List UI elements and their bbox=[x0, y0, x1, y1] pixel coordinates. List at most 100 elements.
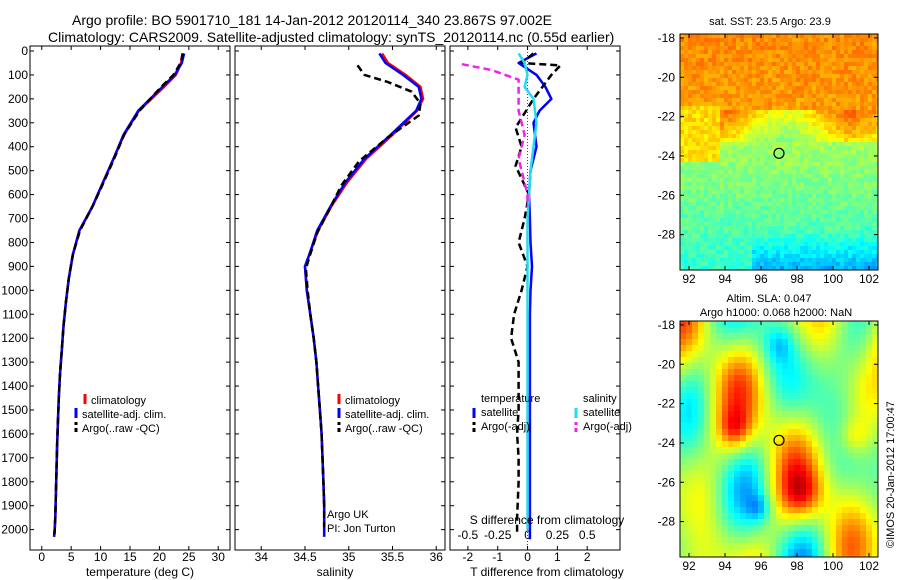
map-cell bbox=[872, 399, 878, 406]
map-cell bbox=[752, 206, 757, 211]
map-cell bbox=[710, 513, 717, 520]
map-cell bbox=[812, 226, 817, 231]
map-cell bbox=[852, 54, 857, 59]
map-cell bbox=[792, 106, 797, 111]
map-cell bbox=[780, 230, 785, 235]
map-cell bbox=[806, 483, 813, 490]
map-cell bbox=[764, 262, 769, 267]
map-cell bbox=[812, 501, 819, 508]
map-cell bbox=[792, 126, 797, 131]
map-cell bbox=[866, 345, 873, 352]
map-cell bbox=[696, 82, 701, 87]
map-cell bbox=[852, 190, 857, 195]
map-cell bbox=[864, 34, 869, 39]
map-cell bbox=[728, 471, 735, 478]
map-cell bbox=[716, 226, 721, 231]
map-cell bbox=[852, 202, 857, 207]
map-cell bbox=[864, 162, 869, 167]
map-cell bbox=[686, 423, 693, 430]
map-cell bbox=[686, 483, 693, 490]
map-cell bbox=[704, 198, 709, 203]
map-cell bbox=[776, 118, 781, 123]
map-cell bbox=[722, 363, 729, 370]
map-cell bbox=[782, 375, 789, 382]
map-cell bbox=[856, 242, 861, 247]
map-cell bbox=[824, 58, 829, 63]
map-cell bbox=[734, 357, 741, 364]
map-cell bbox=[808, 102, 813, 107]
map-cell bbox=[852, 58, 857, 63]
map-cell bbox=[680, 477, 687, 484]
map-cell bbox=[680, 363, 687, 370]
map-cell bbox=[716, 465, 723, 472]
map-cell bbox=[692, 230, 697, 235]
map-cell bbox=[808, 254, 813, 259]
map-cell bbox=[736, 138, 741, 143]
map-cell bbox=[784, 218, 789, 223]
map-cell bbox=[680, 190, 685, 195]
map-cell bbox=[836, 441, 843, 448]
map-cell bbox=[720, 202, 725, 207]
map-cell bbox=[794, 483, 801, 490]
map-cell bbox=[740, 262, 745, 267]
map-cell bbox=[776, 170, 781, 175]
map-cell bbox=[860, 345, 867, 352]
map-cell bbox=[824, 110, 829, 115]
map-cell bbox=[808, 250, 813, 255]
map-cell bbox=[866, 483, 873, 490]
map-cell bbox=[692, 94, 697, 99]
map-cell bbox=[788, 142, 793, 147]
map-cell bbox=[770, 357, 777, 364]
map-cell bbox=[698, 411, 705, 418]
map-cell bbox=[842, 501, 849, 508]
map-cell bbox=[824, 549, 831, 556]
map-cell bbox=[722, 351, 729, 358]
map-cell bbox=[866, 393, 873, 400]
map-cell bbox=[728, 62, 733, 67]
map-cell bbox=[756, 234, 761, 239]
map-cell bbox=[852, 214, 857, 219]
map-cell bbox=[844, 66, 849, 71]
map-cell bbox=[710, 375, 717, 382]
map-cell bbox=[722, 429, 729, 436]
map-cell bbox=[746, 393, 753, 400]
map-cell bbox=[700, 150, 705, 155]
map-cell bbox=[852, 102, 857, 107]
map-cell bbox=[756, 254, 761, 259]
map-cell bbox=[710, 525, 717, 532]
map-cell bbox=[716, 122, 721, 127]
map-cell bbox=[692, 214, 697, 219]
map-cell bbox=[704, 166, 709, 171]
map-cell bbox=[736, 74, 741, 79]
map-cell bbox=[784, 226, 789, 231]
map-cell bbox=[704, 483, 711, 490]
map-cell bbox=[724, 190, 729, 195]
map-cell bbox=[772, 38, 777, 43]
map-cell bbox=[864, 182, 869, 187]
map-cell bbox=[720, 134, 725, 139]
map-cell bbox=[764, 238, 769, 243]
map-cell bbox=[712, 126, 717, 131]
map-cell bbox=[686, 489, 693, 496]
map-cell bbox=[860, 507, 867, 514]
map-cell bbox=[820, 254, 825, 259]
map-cell bbox=[830, 441, 837, 448]
map-cell bbox=[828, 162, 833, 167]
map-cell bbox=[704, 134, 709, 139]
map-cell bbox=[716, 134, 721, 139]
map-cell bbox=[744, 74, 749, 79]
map-cell bbox=[746, 477, 753, 484]
map-cell bbox=[788, 369, 795, 376]
map-cell bbox=[680, 369, 687, 376]
map-cell bbox=[842, 357, 849, 364]
map-cell bbox=[688, 106, 693, 111]
map-cell bbox=[800, 447, 807, 454]
map-cell bbox=[692, 126, 697, 131]
map-cell bbox=[852, 42, 857, 47]
map-cell bbox=[818, 423, 825, 430]
map-cell bbox=[788, 90, 793, 95]
map-cell bbox=[812, 459, 819, 466]
map-cell bbox=[768, 206, 773, 211]
map-cell bbox=[864, 210, 869, 215]
map-cell bbox=[816, 142, 821, 147]
